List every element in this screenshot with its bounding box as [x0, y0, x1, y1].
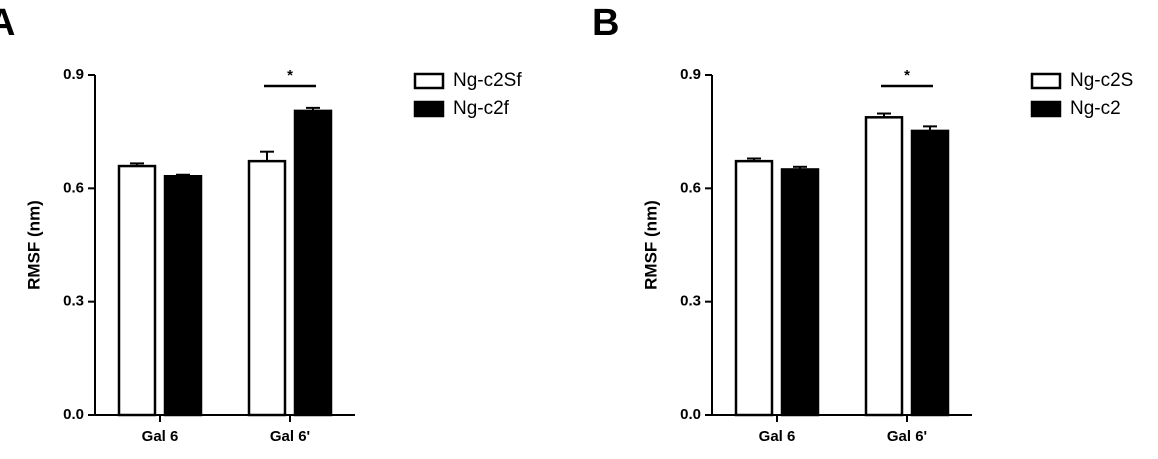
- legend-label: Ng-c2S: [1070, 70, 1133, 91]
- y-tick-label: 0.6: [680, 179, 701, 196]
- y-tick-label: 0.9: [680, 66, 701, 83]
- legend-swatch: [1030, 100, 1062, 118]
- bar: [910, 129, 950, 417]
- y-tick-label: 0.0: [63, 406, 84, 423]
- y-axis-label: RMSF (nm): [641, 200, 660, 290]
- x-tick-label: Gal 6': [887, 428, 927, 445]
- bar: [734, 159, 774, 417]
- bar: [163, 174, 203, 417]
- legend-swatch: [1030, 72, 1062, 90]
- bar: [247, 159, 287, 417]
- legend-label: Ng-c2Sf: [453, 70, 522, 91]
- bar: [864, 116, 904, 417]
- x-tick-label: Gal 6': [270, 428, 310, 445]
- legend-swatch: [413, 100, 445, 118]
- y-tick-label: 0.3: [680, 293, 701, 310]
- significance-label: *: [904, 67, 910, 84]
- panel-label: B: [592, 2, 619, 44]
- bar: [293, 109, 333, 417]
- x-tick-label: Gal 6: [142, 428, 179, 445]
- bar: [117, 164, 157, 417]
- x-tick-label: Gal 6: [759, 428, 796, 445]
- bar: [780, 168, 820, 417]
- legend-label: Ng-c2f: [453, 98, 510, 119]
- y-tick-label: 0.9: [63, 66, 84, 83]
- y-axis-label: RMSF (nm): [24, 200, 43, 290]
- y-tick-label: 0.3: [63, 293, 84, 310]
- y-tick-label: 0.0: [680, 406, 701, 423]
- panel-label: A: [0, 2, 15, 44]
- significance-label: *: [287, 67, 293, 84]
- legend-swatch: [413, 72, 445, 90]
- y-tick-label: 0.6: [63, 179, 84, 196]
- legend-label: Ng-c2: [1070, 98, 1121, 119]
